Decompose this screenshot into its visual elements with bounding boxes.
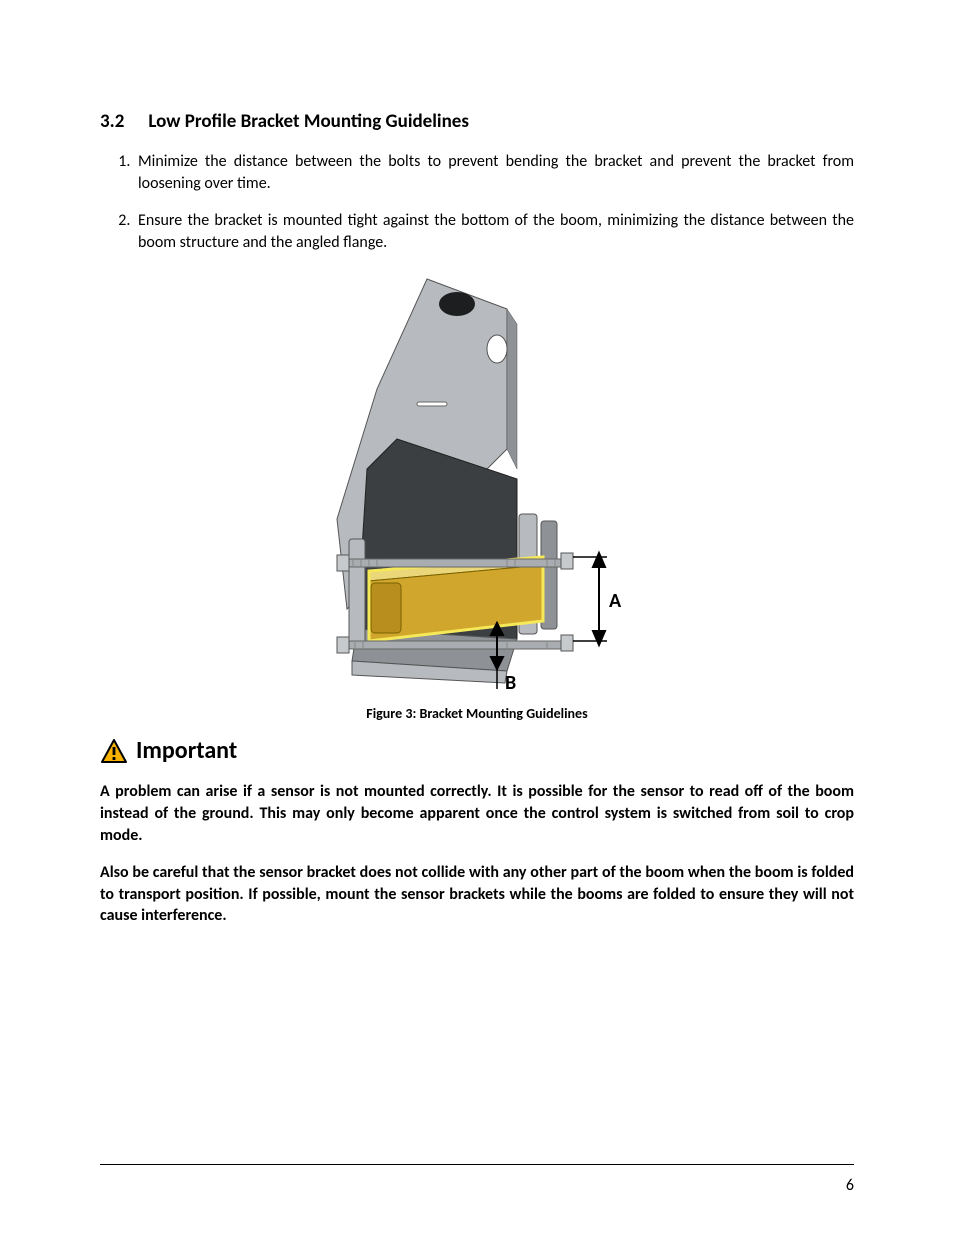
section-title: Low Profile Bracket Mounting Guidelines xyxy=(148,110,469,133)
upper-bolt-nut-left xyxy=(337,555,349,571)
lower-bolt-shaft xyxy=(347,641,565,649)
clamp-plate-left xyxy=(349,539,365,649)
important-label: Important xyxy=(136,736,237,765)
figure-caption: Figure 3: Bracket Mounting Guidelines xyxy=(100,705,854,722)
section-number: 3.2 xyxy=(100,110,124,133)
warning-icon xyxy=(100,738,128,764)
bracket-back-shadow xyxy=(507,309,517,469)
upper-bolt-shaft xyxy=(347,559,565,567)
boom-end-face xyxy=(371,583,401,633)
bracket-diagram: A B xyxy=(307,269,647,699)
top-bolt-knob xyxy=(439,292,475,316)
guidelines-list: Minimize the distance between the bolts … xyxy=(100,151,854,253)
list-item: Ensure the bracket is mounted tight agai… xyxy=(134,210,854,253)
footer-rule xyxy=(100,1164,854,1165)
bracket-slot xyxy=(417,402,447,406)
important-paragraph: A problem can arise if a sensor is not m… xyxy=(100,781,854,846)
document-page: 3.2 Low Profile Bracket Mounting Guidelin… xyxy=(0,0,954,1235)
dimension-b-label: B xyxy=(505,671,516,695)
bracket-hole xyxy=(487,335,507,363)
list-item: Minimize the distance between the bolts … xyxy=(134,151,854,194)
upper-bolt-nut-right xyxy=(561,553,573,569)
lower-bolt-nut-left xyxy=(337,637,349,653)
figure: A B Figure 3: Bracket Mounting Guideline… xyxy=(100,269,854,722)
important-paragraph: Also be careful that the sensor bracket … xyxy=(100,862,854,927)
important-heading: Important xyxy=(100,736,854,765)
lower-bolt-nut-right xyxy=(561,635,573,651)
section-heading: 3.2 Low Profile Bracket Mounting Guidelin… xyxy=(100,110,854,133)
page-number: 6 xyxy=(846,1176,854,1195)
dimension-a-label: A xyxy=(609,589,622,613)
dimension-a xyxy=(573,553,607,645)
